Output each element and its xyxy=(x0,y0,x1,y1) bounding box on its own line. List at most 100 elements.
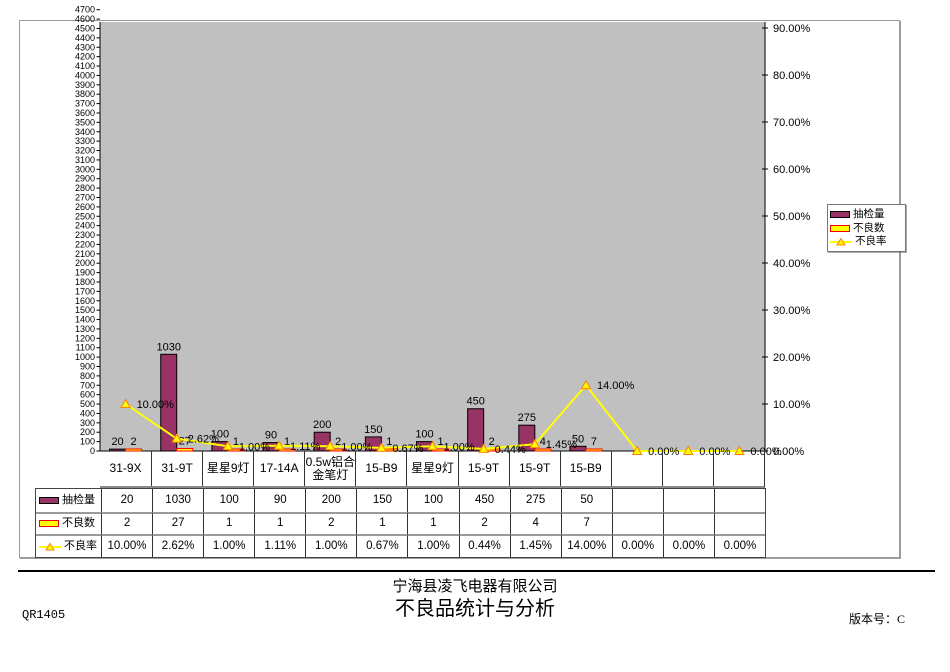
y-axis-left-label: 1700 xyxy=(75,286,95,296)
table-cell: 1.00% xyxy=(305,534,357,557)
bar-label-defect-count: 7 xyxy=(591,436,597,448)
bar-label-defect-count: 1 xyxy=(386,436,392,448)
table-cell: 4 xyxy=(509,511,561,535)
bar-swatch-icon xyxy=(39,520,59,528)
y-axis-right-label: 90.00% xyxy=(773,23,811,35)
x-axis-category-label: 15-9T xyxy=(508,451,560,486)
table-cell: 1.00% xyxy=(203,534,255,557)
y-axis-left-label: 2500 xyxy=(75,211,95,221)
table-cell: 2.62% xyxy=(152,534,204,557)
x-axis-category-label: 0.5w铝合金笔灯 xyxy=(304,451,355,486)
bar-defect-count xyxy=(176,447,194,452)
y-axis-left-label: 3200 xyxy=(75,146,95,156)
y-axis-left-label: 4000 xyxy=(75,70,95,80)
legend-label: 抽检量 xyxy=(853,208,885,221)
y-axis-left-label: 4300 xyxy=(75,42,95,52)
bar-label-sample-qty: 450 xyxy=(466,396,484,408)
bar-defect-count xyxy=(278,448,296,452)
table-cell: 0.00% xyxy=(713,534,765,557)
version-label: 版本号：C xyxy=(848,612,905,626)
table-row-label: 不良率 xyxy=(64,540,97,553)
company-name: 宁海县凌飞电器有限公司 xyxy=(392,579,558,595)
y-axis-right-label: 0.00% xyxy=(773,446,804,458)
bar-label-sample-qty: 100 xyxy=(415,429,433,441)
table-cell: 2 xyxy=(458,511,510,535)
y-axis-left-label: 4100 xyxy=(75,61,95,71)
defect-rate-marker xyxy=(222,440,234,451)
y-axis-left-label: 4500 xyxy=(75,23,95,33)
table-cell: 27 xyxy=(152,511,204,535)
legend-label: 不良数 xyxy=(853,221,885,234)
table-cell xyxy=(662,511,714,535)
y-axis-left-label: 200 xyxy=(80,427,95,437)
defect-rate-marker xyxy=(120,398,131,408)
y-axis-left-label: 3700 xyxy=(75,99,95,109)
y-axis-left-label: 1400 xyxy=(75,315,95,325)
bar-label-sample-qty: 150 xyxy=(364,424,382,436)
defect-rate-label: 0.67% xyxy=(392,443,423,455)
defect-rate-label: 1.11% xyxy=(290,441,321,453)
y-axis-left-label: 2600 xyxy=(75,202,95,212)
table-cell xyxy=(662,489,714,512)
bar-sample-qty xyxy=(160,353,178,452)
y-axis-left-label: 500 xyxy=(80,399,95,409)
table-cell: 0.44% xyxy=(458,534,510,557)
y-axis-left-label: 1000 xyxy=(75,352,95,362)
y-axis-left-label: 4400 xyxy=(75,33,95,43)
bar-label-defect-count: 1 xyxy=(437,436,443,448)
defect-rate-label: 0.00% xyxy=(699,446,730,458)
defect-rate-marker xyxy=(734,445,745,455)
y-axis-left-label: 3600 xyxy=(75,108,95,118)
x-axis-category-label xyxy=(661,451,713,486)
y-axis-left-label: 2700 xyxy=(75,192,95,202)
defect-rate-marker xyxy=(682,445,694,455)
table-cell xyxy=(611,489,663,512)
y-axis-left-label: 2200 xyxy=(75,239,95,249)
bar-label-sample-qty: 90 xyxy=(265,430,277,442)
bar-label-sample-qty: 1030 xyxy=(156,341,180,353)
table-row-header: 抽检量 xyxy=(36,489,101,512)
y-axis-left-label: 300 xyxy=(80,418,95,428)
y-axis-left-label: 2300 xyxy=(75,230,95,240)
table-row-header: 不良数 xyxy=(36,511,101,535)
plot-area xyxy=(100,22,765,451)
defect-rate-marker xyxy=(324,440,336,451)
x-axis-category-label: 17-14A xyxy=(253,451,304,486)
table-cell: 0.00% xyxy=(611,534,663,557)
y-axis-right-label: 50.00% xyxy=(773,211,811,223)
table-cell: 0.00% xyxy=(662,534,714,557)
y-axis-left-label: 3000 xyxy=(75,164,95,174)
defect-rate-marker xyxy=(478,443,490,453)
y-axis-left-label: 800 xyxy=(80,371,95,381)
x-axis-category-row: 31-9X 31-9T 星星9灯 17-14A 0.5w铝合金笔灯 15-B9 星星9灯 15… xyxy=(100,451,765,488)
x-axis-category-label: 星星9灯 xyxy=(202,451,253,486)
y-axis-left-label: 1900 xyxy=(75,268,95,278)
defect-rate-label: 1.00% xyxy=(239,441,270,453)
table-cell: 10.00% xyxy=(101,534,153,557)
bar-label-defect-count: 1 xyxy=(284,436,290,448)
bar-label-defect-count: 1 xyxy=(233,436,239,448)
table-cell: 7 xyxy=(560,511,612,535)
footer-separator-line xyxy=(18,570,935,572)
x-axis-category-label: 15-B9 xyxy=(355,451,406,486)
y-axis-left-label: 100 xyxy=(80,437,95,447)
table-cell: 100 xyxy=(407,489,458,512)
table-cell: 1 xyxy=(254,511,306,535)
y-axis-left-label: 4600 xyxy=(75,14,95,24)
y-axis-left-label: 600 xyxy=(80,390,95,400)
y-axis-left-label: 3900 xyxy=(75,80,95,90)
defect-rate-marker xyxy=(427,440,438,451)
line-marker-swatch-icon xyxy=(39,542,61,552)
y-axis-left-label: 2100 xyxy=(75,249,95,259)
table-cell: 100 xyxy=(203,489,254,512)
table-cell: 90 xyxy=(254,489,305,512)
bar-swatch-icon xyxy=(39,496,59,504)
table-cell: 1 xyxy=(407,511,459,535)
y-axis-left-label: 1600 xyxy=(75,296,95,306)
table-cell: 14.00% xyxy=(560,534,612,557)
legend-entry-defect-rate: 不良率 xyxy=(830,236,903,247)
x-axis-category-label xyxy=(610,451,662,486)
table-cell: 1 xyxy=(203,511,255,535)
